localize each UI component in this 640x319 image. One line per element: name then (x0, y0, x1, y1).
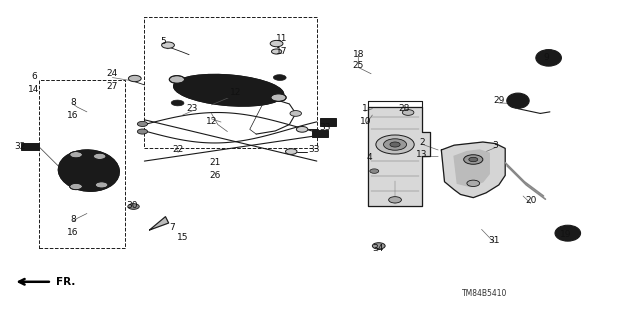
Circle shape (95, 182, 108, 188)
Circle shape (70, 152, 83, 158)
Text: 30: 30 (126, 201, 138, 210)
Bar (21, 143, 39, 150)
Ellipse shape (507, 93, 529, 108)
Text: 25: 25 (353, 61, 364, 70)
Text: 26: 26 (209, 171, 220, 180)
Circle shape (388, 197, 401, 203)
Text: 32: 32 (14, 142, 26, 151)
Ellipse shape (555, 225, 580, 241)
Text: 21: 21 (209, 158, 220, 167)
Circle shape (296, 126, 308, 132)
Text: FR.: FR. (56, 277, 75, 287)
Text: 11: 11 (276, 34, 287, 43)
Text: 15: 15 (177, 233, 188, 242)
Ellipse shape (58, 150, 119, 191)
Text: 16: 16 (67, 228, 79, 237)
Circle shape (390, 142, 400, 147)
Circle shape (464, 155, 483, 164)
Text: 13: 13 (417, 150, 428, 159)
Circle shape (271, 94, 286, 101)
Circle shape (138, 129, 148, 134)
Text: 12: 12 (230, 88, 241, 97)
Text: 4: 4 (367, 153, 372, 162)
Bar (39, 80, 125, 249)
Text: 12: 12 (205, 117, 217, 126)
Text: 8: 8 (70, 215, 76, 224)
Circle shape (285, 149, 297, 154)
Text: 31: 31 (488, 236, 500, 245)
Text: 20: 20 (525, 196, 536, 205)
Ellipse shape (71, 156, 106, 182)
Circle shape (138, 122, 148, 126)
Text: 14: 14 (28, 85, 40, 94)
Ellipse shape (239, 83, 252, 89)
Text: 5: 5 (161, 38, 166, 47)
Text: 1: 1 (362, 104, 367, 113)
Ellipse shape (561, 228, 575, 238)
Text: 33: 33 (319, 123, 331, 132)
Ellipse shape (511, 96, 524, 105)
Text: 18: 18 (353, 50, 364, 59)
Text: 28: 28 (399, 104, 410, 113)
Text: 7: 7 (169, 223, 175, 232)
Circle shape (129, 75, 141, 82)
Circle shape (93, 153, 106, 160)
Circle shape (372, 243, 385, 249)
Ellipse shape (173, 74, 284, 106)
Circle shape (290, 111, 301, 116)
Text: 10: 10 (360, 117, 372, 126)
Ellipse shape (205, 92, 218, 97)
Text: 8: 8 (70, 98, 76, 107)
Circle shape (383, 139, 406, 150)
Ellipse shape (172, 100, 184, 106)
Circle shape (403, 110, 414, 115)
Bar (312, 130, 328, 137)
Ellipse shape (564, 231, 571, 235)
Circle shape (170, 76, 184, 83)
Polygon shape (442, 142, 505, 197)
Ellipse shape (536, 50, 561, 66)
Circle shape (376, 135, 414, 154)
Text: 34: 34 (372, 244, 383, 253)
Text: 16: 16 (67, 111, 79, 120)
Text: 2: 2 (419, 137, 425, 146)
Text: 29: 29 (493, 96, 504, 105)
Text: 19: 19 (560, 230, 572, 239)
Circle shape (70, 183, 83, 190)
Text: 3: 3 (493, 141, 499, 150)
Text: 24: 24 (107, 69, 118, 78)
Text: 33: 33 (308, 145, 319, 154)
Circle shape (271, 49, 282, 54)
Text: 9: 9 (544, 53, 550, 62)
Text: TM84B5410: TM84B5410 (462, 289, 508, 298)
Ellipse shape (189, 80, 255, 98)
Circle shape (128, 204, 140, 209)
Bar (320, 118, 336, 126)
Bar (145, 17, 317, 148)
Polygon shape (454, 150, 489, 187)
Circle shape (467, 180, 479, 187)
Circle shape (162, 42, 174, 48)
Text: 27: 27 (107, 82, 118, 91)
Text: 23: 23 (187, 104, 198, 113)
Ellipse shape (541, 53, 557, 63)
Ellipse shape (273, 75, 286, 80)
Polygon shape (368, 107, 430, 205)
Text: 22: 22 (173, 145, 184, 154)
Circle shape (270, 41, 283, 47)
Circle shape (370, 169, 379, 173)
Text: 6: 6 (31, 72, 36, 81)
Text: 17: 17 (276, 47, 287, 56)
Polygon shape (150, 217, 169, 230)
Circle shape (468, 157, 477, 162)
